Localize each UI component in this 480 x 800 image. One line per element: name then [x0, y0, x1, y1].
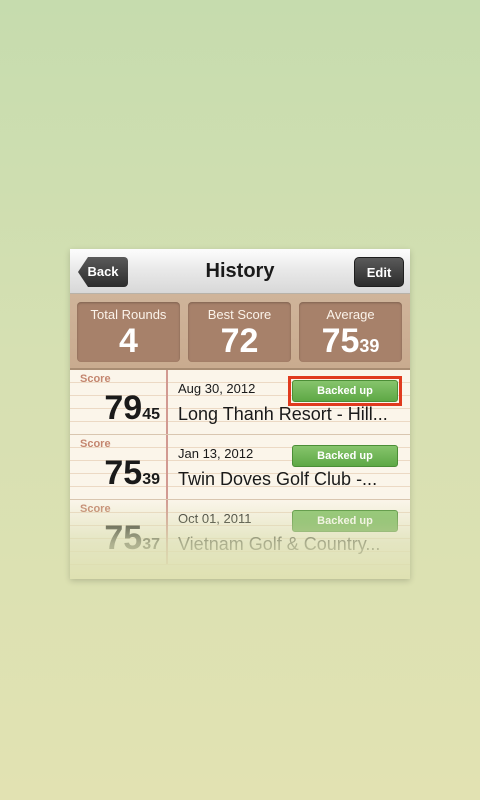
stat-total-rounds-value: 4 [119, 322, 138, 360]
course-name: Vietnam Golf & Country... [178, 534, 381, 554]
score-decimal: 45 [142, 406, 160, 423]
round-date: Jan 13, 2012 [178, 446, 254, 461]
score-whole: 75 [104, 519, 143, 557]
score-value: 7539 [104, 455, 160, 498]
round-date: Oct 01, 2011 [178, 511, 252, 526]
score-value: 7537 [104, 520, 160, 563]
stat-total-rounds-label: Total Rounds [90, 307, 167, 322]
score-whole: 75 [104, 454, 143, 492]
score-label: Score [80, 373, 111, 385]
stat-best-score: Best Score 72 [188, 302, 291, 362]
stat-average-label: Average [326, 307, 375, 322]
row-divider [166, 500, 168, 564]
page-title: History [205, 260, 275, 282]
stats-summary: Total Rounds 4 Best Score 72 Average 753… [70, 294, 410, 370]
backed-up-button[interactable]: Backed up [292, 510, 398, 532]
score-value: 7945 [104, 390, 160, 433]
nav-bar: History Back Edit [70, 249, 410, 294]
edit-button[interactable]: Edit [354, 257, 404, 287]
rounds-list[interactable]: Score 7945 Aug 30, 2012 Long Thanh Resor… [70, 370, 410, 579]
stat-best-score-value: 72 [220, 322, 259, 360]
stat-total-rounds: Total Rounds 4 [77, 302, 180, 362]
history-screen: History Back Edit Total Rounds 4 Best Sc… [70, 249, 410, 579]
back-button[interactable]: Back [78, 257, 128, 287]
stat-average-decimal: 39 [359, 336, 380, 356]
backed-up-button[interactable]: Backed up [292, 380, 398, 402]
backed-up-button[interactable]: Backed up [292, 445, 398, 467]
stat-average: Average 7539 [299, 302, 402, 362]
list-item[interactable]: Score 7945 Aug 30, 2012 Long Thanh Resor… [70, 370, 410, 435]
stat-best-score-label: Best Score [207, 307, 272, 322]
score-label: Score [80, 438, 111, 450]
row-divider [166, 435, 168, 499]
score-label: Score [80, 503, 111, 515]
score-decimal: 39 [142, 471, 160, 488]
round-date: Aug 30, 2012 [178, 381, 256, 396]
score-whole: 79 [104, 389, 143, 427]
list-item[interactable]: Score 7539 Jan 13, 2012 Twin Doves Golf … [70, 435, 410, 500]
score-decimal: 37 [142, 536, 160, 553]
row-divider [166, 370, 168, 434]
stat-average-value: 7539 [299, 323, 402, 364]
list-item[interactable]: Score 7537 Oct 01, 2011 Vietnam Golf & C… [70, 500, 410, 565]
stat-average-whole: 75 [321, 322, 360, 360]
course-name: Twin Doves Golf Club -... [178, 469, 378, 489]
course-name: Long Thanh Resort - Hill... [178, 404, 388, 424]
